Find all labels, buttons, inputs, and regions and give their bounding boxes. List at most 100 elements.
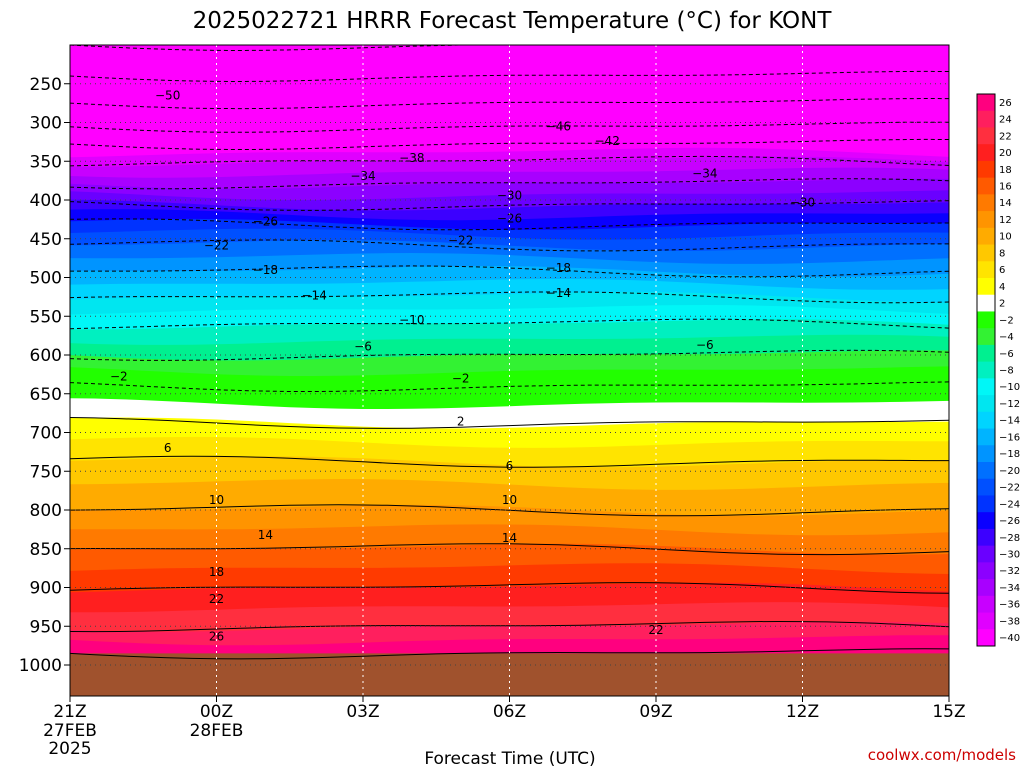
- y-tick-label: 550: [30, 307, 62, 327]
- colorbar-label: −4: [999, 332, 1014, 343]
- colorbar-label: −12: [999, 399, 1020, 410]
- contour-label: −30: [497, 188, 522, 202]
- x-tick-label: 06Z: [493, 702, 526, 722]
- colorbar-swatch: [977, 160, 995, 179]
- colorbar-swatch: [977, 344, 995, 363]
- contour-label: 10: [209, 493, 224, 507]
- colorbar-swatch: [977, 110, 995, 128]
- contour-label: −26: [253, 215, 278, 229]
- colorbar-label: −40: [999, 633, 1020, 644]
- contour-label: 18: [209, 565, 224, 579]
- colorbar-swatch: [977, 462, 995, 480]
- y-tick-label: 400: [30, 191, 62, 211]
- colorbar-swatch: [977, 612, 995, 630]
- colorbar-swatch: [977, 629, 995, 647]
- colorbar-swatch: [977, 545, 995, 563]
- colorbar-swatch: [977, 261, 995, 279]
- contour-label: 22: [209, 592, 224, 606]
- colorbar-label: −8: [999, 366, 1014, 377]
- colorbar-swatch: [977, 211, 995, 229]
- x-tick-label: 09Z: [639, 702, 672, 722]
- colorbar-label: −16: [999, 432, 1020, 443]
- colorbar-label: −14: [999, 416, 1020, 427]
- y-tick-label: 300: [30, 114, 62, 134]
- colorbar-swatch: [977, 311, 995, 329]
- colorbar-swatch: [977, 528, 995, 547]
- x-tick-label: 21Z: [53, 702, 86, 722]
- y-tick-label: 850: [30, 540, 62, 560]
- contour-label: 10: [502, 493, 517, 507]
- contour-label: 22: [648, 623, 663, 637]
- isotherm-contour: [70, 582, 949, 594]
- contour-label: −18: [253, 263, 278, 277]
- contour-label: −46: [546, 119, 571, 133]
- colorbar-label: 6: [999, 265, 1005, 276]
- colorbar-label: −36: [999, 600, 1020, 611]
- contour-label: 6: [164, 441, 172, 455]
- x-tick-label: 03Z: [346, 702, 379, 722]
- colorbar-swatch: [977, 411, 995, 430]
- x-tick-label: 12Z: [786, 702, 819, 722]
- contour-label: −2: [452, 371, 470, 385]
- x-axis-label: Forecast Time (UTC): [424, 749, 595, 768]
- y-tick-label: 250: [30, 75, 62, 95]
- contour-label: 14: [258, 528, 273, 542]
- contour-label: 6: [506, 459, 514, 473]
- colorbar-swatch: [977, 495, 995, 513]
- colorbar-label: 26: [999, 98, 1012, 109]
- x-tick-label: 27FEB: [43, 721, 97, 741]
- colorbar-label: −6: [999, 349, 1014, 360]
- contour-label: −14: [302, 288, 327, 302]
- contour-label: −6: [696, 338, 714, 352]
- colorbar-swatch: [977, 361, 995, 379]
- colorbar-label: −22: [999, 483, 1020, 494]
- contour-label: 2: [457, 415, 465, 429]
- colorbar-label: −24: [999, 499, 1020, 510]
- colorbar-label: −34: [999, 583, 1020, 594]
- y-tick-label: 650: [30, 385, 62, 405]
- y-tick-label: 900: [30, 579, 62, 599]
- x-tick-label: 28FEB: [190, 721, 244, 741]
- colorbar-label: 18: [999, 165, 1012, 176]
- colorbar-swatch: [977, 194, 995, 212]
- colorbar-swatch: [977, 94, 995, 112]
- colorbar-swatch: [977, 595, 995, 614]
- contour-label: −14: [546, 286, 571, 300]
- colorbar-swatch: [977, 177, 995, 195]
- y-tick-label: 500: [30, 269, 62, 289]
- chart-title: 2025022721 HRRR Forecast Temperature (°C…: [193, 8, 833, 34]
- colorbar-label: 14: [999, 198, 1012, 209]
- contour-label: −22: [448, 233, 473, 247]
- colorbar-swatch: [977, 395, 995, 413]
- colorbar-swatch: [977, 445, 995, 463]
- colorbar-swatch: [977, 127, 995, 145]
- colorbar-swatch: [977, 227, 995, 246]
- x-tick-label: 15Z: [932, 702, 965, 722]
- colorbar-label: −2: [999, 315, 1014, 326]
- x-tick-label: 00Z: [200, 702, 233, 722]
- y-tick-label: 450: [30, 230, 62, 250]
- y-tick-label: 750: [30, 462, 62, 482]
- colorbar-swatch: [977, 512, 995, 530]
- contour-label: −34: [350, 169, 375, 183]
- colorbar-label: 10: [999, 232, 1012, 243]
- contour-label: 14: [502, 531, 517, 545]
- contour-label: −42: [595, 134, 620, 148]
- contour-label: −22: [204, 239, 229, 253]
- plot-area: −50−46−42−38−34 −34−30 −30−26 −26−22 −22−18−…: [70, 45, 949, 696]
- colorbar-label: −18: [999, 449, 1020, 460]
- contour-label: −10: [399, 313, 424, 327]
- y-tick-label: 350: [30, 152, 62, 172]
- temperature-band: [70, 45, 949, 150]
- colorbar-label: −26: [999, 516, 1020, 527]
- colorbar-swatch: [977, 579, 995, 597]
- contour-label: −26: [497, 212, 522, 226]
- colorbar-label: 8: [999, 248, 1005, 259]
- contour-label: −34: [692, 167, 717, 181]
- colorbar-label: 20: [999, 148, 1012, 159]
- y-tick-label: 700: [30, 424, 62, 444]
- contour-label: −50: [155, 88, 180, 102]
- y-tick-label: 1000: [19, 656, 62, 676]
- colorbar-label: −30: [999, 550, 1020, 561]
